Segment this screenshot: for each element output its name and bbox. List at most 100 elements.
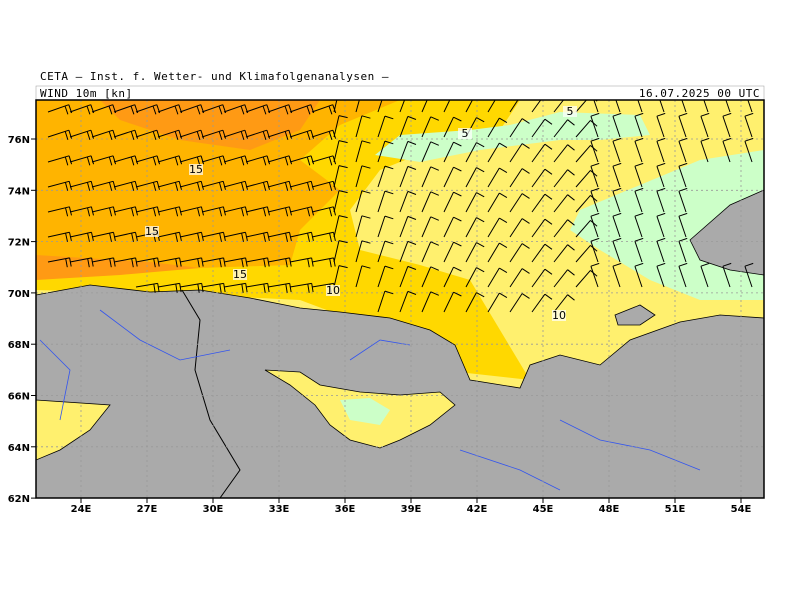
wind-barb	[267, 129, 293, 140]
field-15-20	[36, 100, 400, 272]
lon-tick-label: 45E	[533, 504, 554, 515]
wind-barb	[377, 165, 394, 188]
wind-barb	[656, 237, 666, 263]
lon-tick-label: 42E	[467, 504, 488, 515]
wind-barb	[612, 112, 622, 138]
wind-barb	[223, 129, 249, 140]
wind-barb	[744, 112, 754, 138]
wind-barb	[421, 116, 439, 138]
wind-barb	[465, 167, 485, 188]
wind-barb	[179, 155, 205, 166]
contour-label-bg	[189, 164, 203, 175]
wind-barb	[637, 100, 643, 113]
wind-barb	[487, 117, 508, 138]
wind-barb	[399, 240, 417, 263]
lat-tick-label: 76N	[8, 135, 30, 146]
wind-barb	[179, 282, 204, 293]
wind-barb	[333, 100, 338, 113]
contour-label: 10	[326, 284, 340, 297]
wind-barb	[656, 137, 666, 163]
wind-barb	[113, 129, 139, 140]
wind-barbs	[47, 100, 754, 313]
wind-barb	[612, 237, 622, 263]
contour-label: 15	[189, 163, 203, 176]
wind-barb	[634, 262, 644, 288]
field-0-5	[375, 112, 650, 162]
wind-barb	[421, 291, 439, 313]
wind-barb	[399, 165, 417, 188]
contour-label: 5	[462, 127, 469, 140]
wind-barb	[333, 115, 348, 138]
wind-barb	[69, 206, 94, 217]
wind-barb	[289, 180, 314, 191]
wind-barb	[678, 212, 688, 238]
wind-barb	[612, 212, 622, 238]
wind-barb	[377, 190, 394, 213]
wind-barb	[69, 180, 94, 191]
wind-barb	[443, 191, 462, 213]
river	[39, 309, 701, 491]
wind-barb	[421, 241, 439, 263]
wind-barb	[681, 100, 687, 113]
wind-barb	[201, 282, 226, 293]
wind-barb	[443, 141, 462, 163]
wind-barb	[377, 240, 394, 263]
wind-barb	[612, 137, 622, 163]
wind-barb	[722, 112, 732, 138]
wind-barb	[113, 206, 138, 217]
wind-barb	[355, 190, 371, 213]
lat-tick-label: 72N	[8, 238, 30, 249]
land	[689, 189, 764, 276]
wind-barb	[553, 219, 575, 238]
wind-barb	[553, 244, 575, 263]
lat-tick-label: 64N	[8, 443, 30, 454]
wind-barb	[553, 269, 575, 288]
wind-barb	[531, 218, 553, 238]
field-0-5	[340, 398, 390, 425]
wind-barb	[399, 140, 417, 163]
wind-barb	[47, 129, 73, 140]
wind-barb	[722, 137, 732, 163]
wind-barb	[245, 206, 270, 217]
wind-barb	[421, 216, 439, 238]
wind-barb	[201, 206, 226, 217]
wind-barb	[509, 293, 530, 313]
wind-barb	[333, 165, 348, 188]
wind-barb	[333, 215, 348, 238]
wind-barb	[703, 100, 709, 113]
wind-barb	[634, 137, 644, 163]
wind-barb	[355, 115, 371, 138]
wind-barb	[590, 112, 600, 138]
wind-barb	[399, 190, 417, 213]
wind-barb	[678, 112, 688, 138]
wind-barb	[553, 100, 575, 113]
wind-barb	[634, 187, 644, 213]
wind-barb	[201, 155, 227, 166]
map-frame	[35, 99, 765, 499]
wind-barb	[91, 155, 117, 166]
wind-barb	[509, 218, 530, 238]
wind-barb	[399, 115, 417, 138]
wind-barb	[744, 137, 754, 163]
wind-barb	[700, 137, 710, 163]
lon-tick-label: 54E	[731, 504, 752, 515]
wind-barb	[245, 282, 270, 293]
wind-barb	[678, 187, 688, 213]
wind-barb	[634, 112, 644, 138]
wind-barb	[531, 193, 553, 213]
wind-barb	[443, 241, 462, 263]
wind-barb	[69, 129, 95, 140]
wind-barb	[553, 119, 575, 138]
wind-barb	[245, 129, 271, 140]
wind-barb	[289, 129, 315, 140]
wind-barb	[531, 243, 553, 263]
wind-barb	[333, 140, 348, 163]
wind-barb	[656, 112, 666, 138]
wind-barb	[487, 242, 508, 263]
wind-barb	[333, 190, 348, 213]
lat-tick-label: 68N	[8, 340, 30, 351]
wind-barb	[634, 212, 644, 238]
contour-label-bg	[552, 310, 566, 321]
wind-barb	[443, 166, 462, 188]
wind-barb	[509, 193, 530, 213]
